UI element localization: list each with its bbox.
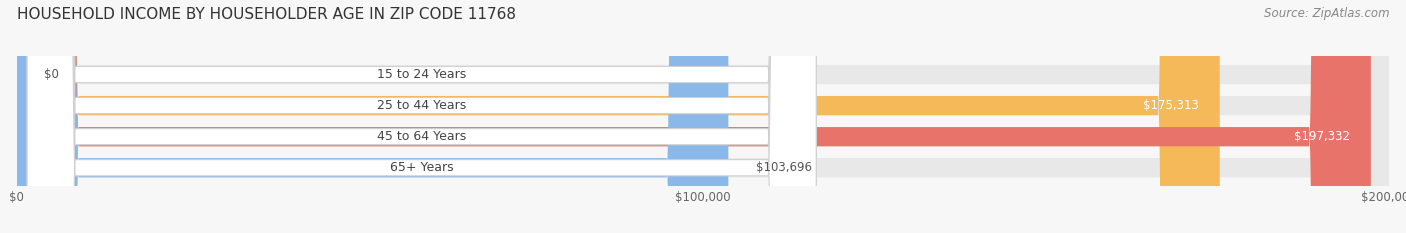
- FancyBboxPatch shape: [17, 0, 1220, 233]
- Text: 45 to 64 Years: 45 to 64 Years: [377, 130, 467, 143]
- FancyBboxPatch shape: [27, 0, 817, 233]
- FancyBboxPatch shape: [17, 0, 1371, 233]
- FancyBboxPatch shape: [17, 0, 1389, 233]
- Text: 65+ Years: 65+ Years: [389, 161, 454, 174]
- FancyBboxPatch shape: [27, 0, 817, 233]
- Text: $103,696: $103,696: [756, 161, 811, 174]
- Text: 15 to 24 Years: 15 to 24 Years: [377, 68, 467, 81]
- FancyBboxPatch shape: [17, 0, 728, 233]
- Text: $175,313: $175,313: [1143, 99, 1199, 112]
- FancyBboxPatch shape: [17, 0, 1389, 233]
- FancyBboxPatch shape: [17, 0, 1389, 233]
- Text: $0: $0: [45, 68, 59, 81]
- Text: HOUSEHOLD INCOME BY HOUSEHOLDER AGE IN ZIP CODE 11768: HOUSEHOLD INCOME BY HOUSEHOLDER AGE IN Z…: [17, 7, 516, 22]
- FancyBboxPatch shape: [17, 0, 1389, 233]
- FancyBboxPatch shape: [27, 0, 817, 233]
- Text: Source: ZipAtlas.com: Source: ZipAtlas.com: [1264, 7, 1389, 20]
- Text: $197,332: $197,332: [1295, 130, 1350, 143]
- Text: 25 to 44 Years: 25 to 44 Years: [377, 99, 467, 112]
- FancyBboxPatch shape: [27, 0, 817, 233]
